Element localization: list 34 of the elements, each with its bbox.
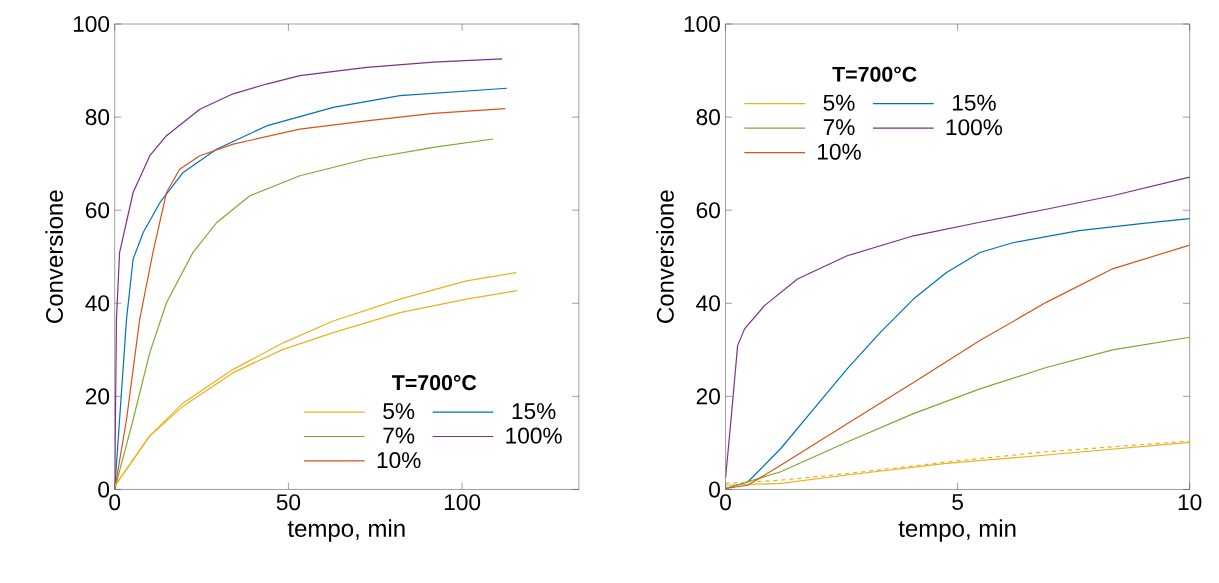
y-tick-label: 100 (684, 16, 720, 33)
y-tick-label: 20 (85, 388, 110, 405)
legend-label: 15% (952, 94, 996, 111)
y-axis-title: Conversione (656, 190, 674, 323)
y-tick-label: 60 (696, 202, 720, 219)
legend-label: 100% (506, 427, 562, 444)
legend-label: 5% (823, 94, 855, 111)
x-tick-label: 5 (952, 494, 963, 511)
legend-label: 100% (946, 119, 1003, 136)
x-tick-label: 0 (720, 494, 731, 511)
x-axis-title: tempo, min (287, 519, 405, 542)
x-tick-label: 100 (444, 494, 481, 511)
y-tick-label: 20 (696, 388, 720, 405)
y-axis-title: Conversione (45, 190, 64, 323)
legend-label: 10% (377, 452, 421, 469)
y-tick-label: 40 (85, 295, 110, 312)
y-tick-label: 80 (85, 109, 110, 126)
legend-title: T=700°C (392, 375, 477, 391)
legend-label: 7% (383, 427, 415, 444)
x-tick-label: 50 (276, 494, 301, 511)
y-tick-label: 0 (709, 481, 720, 498)
legend-label: 5% (383, 403, 415, 420)
legend-label: 15% (512, 403, 556, 420)
x-tick-label: 10 (1178, 494, 1202, 511)
legend-title: T=700°C (832, 66, 917, 82)
y-tick-label: 60 (85, 202, 110, 219)
y-tick-label: 80 (696, 109, 720, 126)
y-tick-label: 100 (73, 16, 110, 33)
x-axis-title: tempo, min (898, 519, 1016, 542)
legend-label: 7% (823, 119, 855, 136)
y-tick-label: 40 (696, 295, 720, 312)
legend-label: 10% (818, 143, 861, 160)
y-tick-label: 0 (98, 481, 110, 498)
x-tick-label: 0 (109, 494, 121, 511)
